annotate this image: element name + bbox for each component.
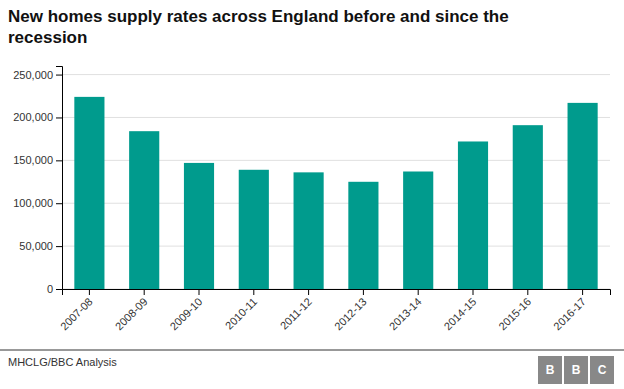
x-tick: 2010-11 <box>223 289 259 332</box>
bar <box>403 171 433 289</box>
y-tick: 250,000 <box>13 69 62 81</box>
x-tick: 2016-17 <box>551 289 588 332</box>
x-tick-label: 2008-09 <box>113 295 150 332</box>
grid-line <box>62 117 610 118</box>
logo-box <box>538 356 562 384</box>
y-tick-mark <box>56 246 62 247</box>
x-tick: 2014-15 <box>441 289 478 332</box>
title-line: recession <box>8 28 87 47</box>
x-tick-label: 2016-17 <box>551 295 588 332</box>
x-tick-label: 2014-15 <box>441 295 478 332</box>
y-tick-mark <box>56 75 62 76</box>
bar <box>239 170 269 289</box>
grid <box>62 75 610 289</box>
bars <box>74 97 597 289</box>
x-tick-label: 2009-10 <box>167 295 204 332</box>
plot: 0 50,000 100,000 150,000 200,000 250,000 2007-… <box>13 67 610 333</box>
bar <box>568 103 598 289</box>
x-tick-label: 2007-08 <box>58 295 95 332</box>
y-tick-mark <box>56 160 62 161</box>
y-tick-mark <box>56 289 62 290</box>
logo-letter: B <box>546 363 555 377</box>
x-tick: 2015-16 <box>496 289 533 332</box>
bar <box>294 172 324 289</box>
x-tick-label: 2011-12 <box>278 295 314 331</box>
x-tick-mark <box>144 289 145 295</box>
logo-letter: C <box>598 363 607 377</box>
x-tick: 2009-10 <box>167 289 204 332</box>
x-tick: 2011-12 <box>278 289 314 332</box>
x-tick-mark <box>418 289 419 295</box>
x-tick-mark <box>199 289 200 295</box>
logo: BBC <box>538 356 614 384</box>
y-tick-label: 50,000 <box>19 240 53 252</box>
y-tick: 100,000 <box>13 197 62 209</box>
y-tick-mark <box>56 117 62 118</box>
x-tick-label: 2010-11 <box>223 295 259 331</box>
x-tick-label: 2015-16 <box>496 295 533 332</box>
title-line: New homes supply rates across England be… <box>8 7 509 26</box>
x-tick-mark <box>89 289 90 295</box>
x-tick-mark <box>308 289 309 295</box>
logo-box <box>590 356 614 384</box>
bar <box>348 182 378 289</box>
y-tick: 150,000 <box>13 154 62 166</box>
x-axis-line <box>63 290 611 296</box>
x-tick-label: 2012-13 <box>332 295 369 332</box>
grid-line <box>62 74 610 75</box>
logo-letter: B <box>572 363 581 377</box>
x-tick-mark <box>582 289 583 295</box>
y-axis-line <box>56 67 63 290</box>
y-tick: 50,000 <box>19 240 62 252</box>
bar <box>184 163 214 289</box>
x-tick: 2007-08 <box>58 289 95 332</box>
y-tick-mark <box>56 203 62 204</box>
y-axis: 0 50,000 100,000 150,000 200,000 250,000 <box>13 67 62 296</box>
chart: New homes supply rates across England be… <box>0 0 624 389</box>
x-tick-label: 2013-14 <box>387 295 424 332</box>
x-tick-mark <box>253 289 254 295</box>
x-tick: 2013-14 <box>387 289 424 332</box>
y-tick-label: 100,000 <box>13 197 53 209</box>
logo-box <box>564 356 588 384</box>
x-tick-mark <box>527 289 528 295</box>
x-tick: 2008-09 <box>113 289 150 332</box>
y-tick-label: 200,000 <box>13 111 53 123</box>
y-tick-label: 250,000 <box>13 69 53 81</box>
y-tick: 0 <box>47 283 62 295</box>
bar <box>513 125 543 289</box>
x-tick: 2012-13 <box>332 289 369 332</box>
title: New homes supply rates across England be… <box>8 7 509 47</box>
bar <box>129 131 159 289</box>
bar <box>458 141 488 289</box>
bar <box>74 97 104 289</box>
y-tick-label: 0 <box>47 283 53 295</box>
footer-rule <box>0 350 624 351</box>
y-tick-label: 150,000 <box>13 154 53 166</box>
x-axis: 2007-08 2008-09 2009-10 2010-11 2011-12 2012-… <box>58 289 611 332</box>
source: MHCLG/BBC Analysis <box>8 356 117 368</box>
x-tick-mark <box>473 289 474 295</box>
x-tick-mark <box>363 289 364 295</box>
y-tick: 200,000 <box>13 111 62 123</box>
